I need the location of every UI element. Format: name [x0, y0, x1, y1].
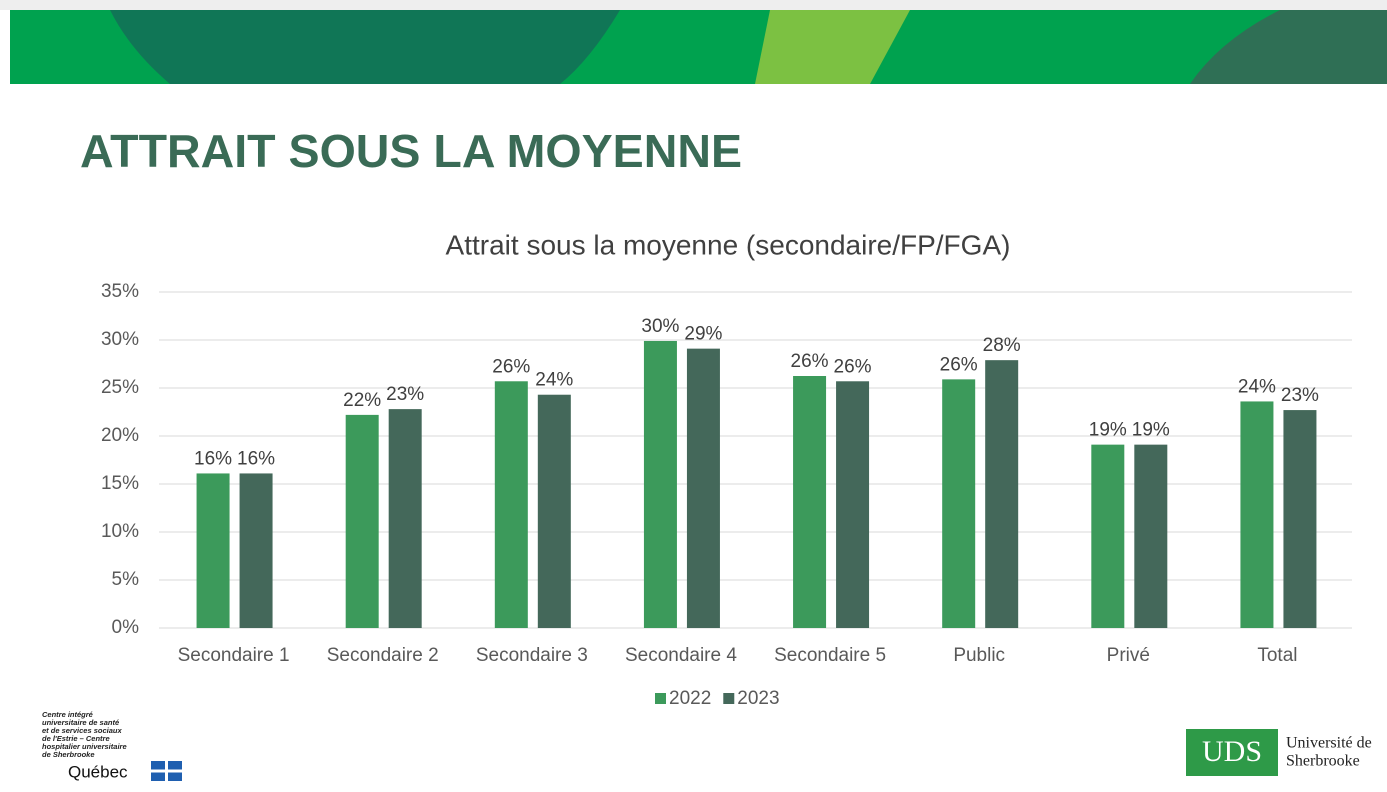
bar	[388, 409, 422, 628]
uds-name: Université de	[1286, 735, 1372, 752]
ciusss-text: de Sherbrooke	[42, 750, 95, 759]
bar	[345, 414, 379, 628]
x-tick-label: Total	[1257, 645, 1297, 666]
data-label: 16%	[237, 448, 275, 469]
x-tick-label: Secondaire 4	[625, 645, 737, 666]
y-tick-label: 0%	[112, 617, 140, 638]
uds-badge	[1186, 729, 1278, 776]
bar	[643, 340, 677, 628]
data-label: 24%	[1238, 376, 1276, 397]
legend-swatch	[723, 693, 735, 704]
data-label: 30%	[641, 316, 679, 337]
bar	[494, 381, 528, 628]
banner	[10, 10, 1387, 84]
bar	[239, 473, 273, 628]
bar	[985, 360, 1019, 628]
data-label: 19%	[1132, 420, 1170, 441]
bar	[1091, 444, 1125, 628]
x-tick-label: Secondaire 5	[774, 645, 886, 666]
y-tick-label: 35%	[101, 281, 139, 302]
slide-title: ATTRAIT SOUS LA MOYENNE	[80, 125, 742, 177]
y-tick-label: 10%	[101, 521, 139, 542]
data-label: 16%	[194, 448, 232, 469]
bar	[196, 473, 230, 628]
bar	[1240, 401, 1274, 628]
bar	[686, 348, 720, 628]
ciusss-text: hospitalier universitaire	[42, 742, 127, 751]
chart-title: Attrait sous la moyenne (secondaire/FP/F…	[446, 229, 1011, 260]
top-border	[0, 0, 1387, 10]
uds-mark: UDS	[1202, 735, 1262, 768]
ciusss-text: et de services sociaux	[42, 726, 122, 735]
quebec-flag	[151, 761, 182, 781]
y-tick-label: 25%	[101, 377, 139, 398]
ciusss-text: Centre intégré	[42, 710, 93, 719]
bar	[942, 379, 976, 628]
x-tick-label: Public	[953, 645, 1005, 666]
data-label: 26%	[834, 356, 872, 377]
data-label: 28%	[983, 335, 1021, 356]
x-tick-label: Secondaire 1	[178, 645, 290, 666]
y-tick-label: 15%	[101, 473, 139, 494]
data-label: 23%	[1281, 385, 1319, 406]
uds-name: Sherbrooke	[1286, 753, 1360, 770]
x-tick-label: Privé	[1107, 645, 1150, 666]
ciusss-text: de l'Estrie – Centre	[42, 734, 110, 743]
y-tick-label: 5%	[112, 569, 140, 590]
legend-label: 2023	[737, 688, 779, 709]
x-tick-label: Secondaire 2	[327, 645, 439, 666]
x-tick-label: Secondaire 3	[476, 645, 588, 666]
ciusss-text: universitaire de santé	[42, 718, 119, 727]
y-tick-label: 30%	[101, 329, 139, 350]
bar	[537, 394, 571, 628]
data-label: 26%	[791, 351, 829, 372]
bar	[1134, 444, 1168, 628]
data-label: 26%	[940, 354, 978, 375]
data-label: 29%	[684, 324, 722, 345]
bar	[1283, 410, 1317, 628]
legend-swatch	[655, 693, 666, 704]
data-label: 23%	[386, 384, 424, 405]
data-label: 24%	[535, 370, 573, 391]
data-label: 26%	[492, 356, 530, 377]
bar	[836, 381, 870, 628]
legend-label: 2022	[669, 688, 711, 709]
y-tick-label: 20%	[101, 425, 139, 446]
data-label: 22%	[343, 390, 381, 411]
bar	[793, 376, 827, 628]
quebec-text: Québec	[68, 762, 128, 781]
data-label: 19%	[1089, 420, 1127, 441]
